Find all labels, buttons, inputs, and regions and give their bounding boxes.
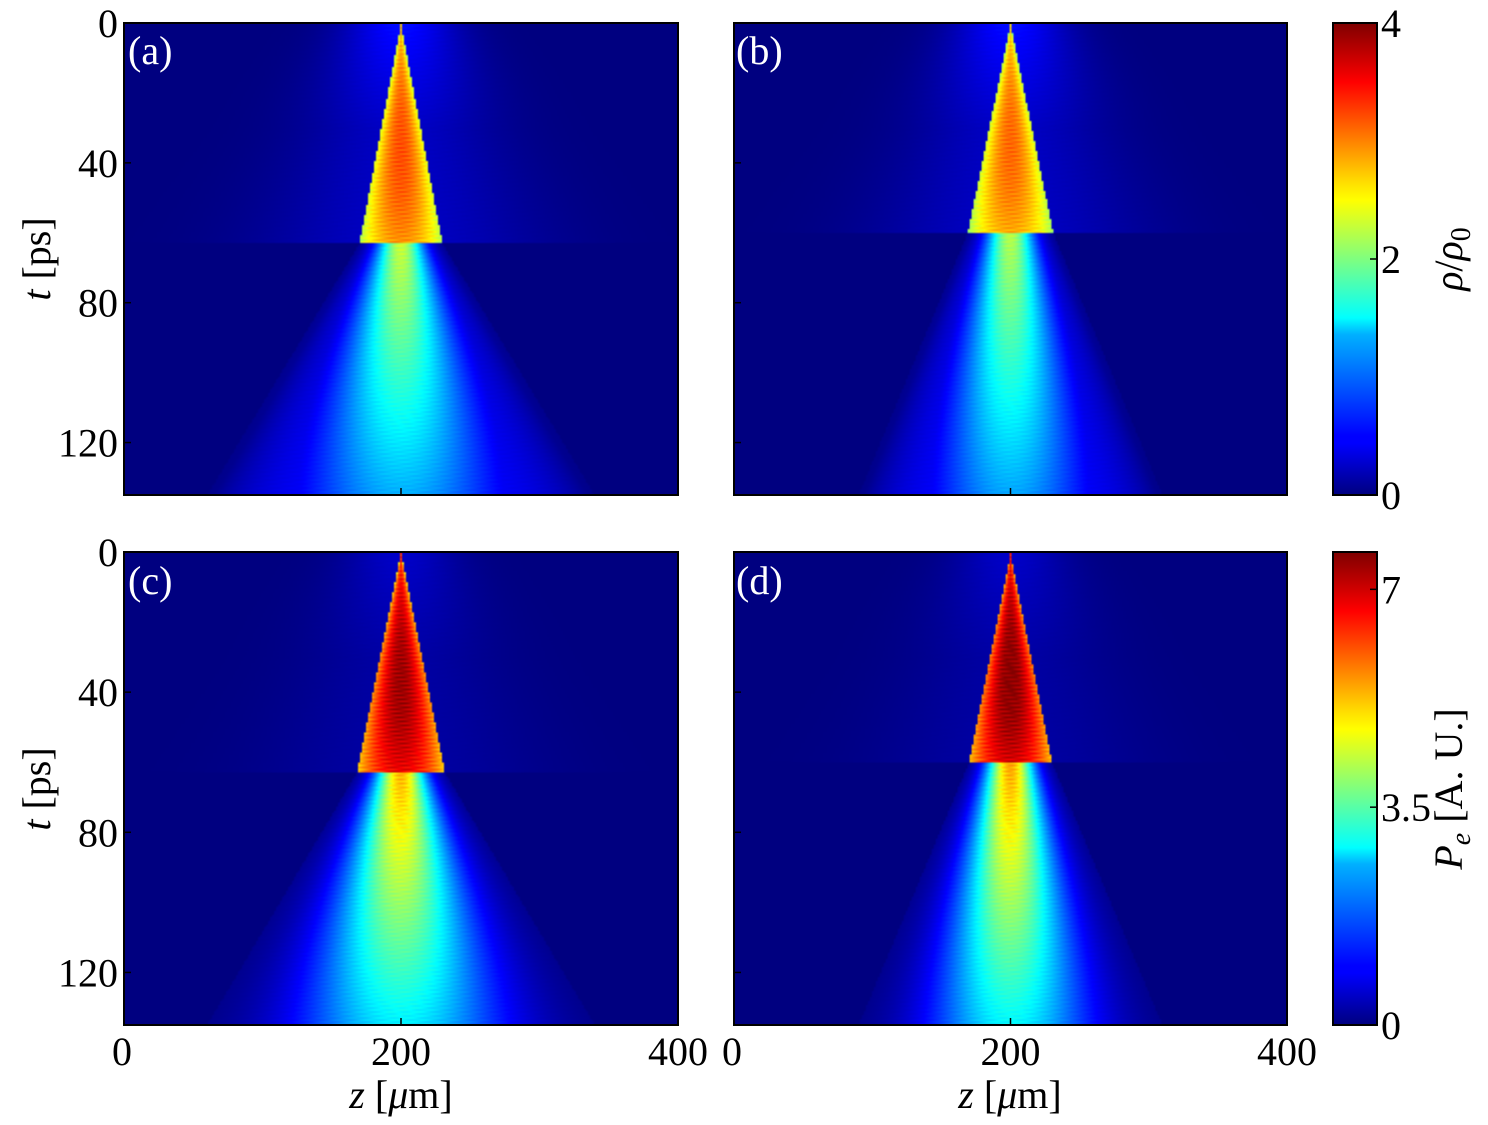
ylabel-top: t [ps]: [14, 217, 59, 300]
xtick-label: 0: [722, 1029, 742, 1074]
panel-c: 0 40 80 120 0 200 400 (c): [58, 530, 708, 1074]
panel-label-d: (d): [736, 558, 783, 603]
ticks-c: 0 40 80 120 0 200 400: [58, 530, 708, 1074]
heatmap-b: [734, 23, 1287, 495]
panel-label-c: (c): [128, 558, 172, 603]
colorbar-tick-label: 3.5: [1381, 785, 1431, 830]
ticks-d: 0 200 400: [722, 551, 1317, 1074]
colorbar-density-ticks: 4 2 0: [1370, 1, 1401, 518]
colorbar-tick-label: 0: [1381, 473, 1401, 518]
panel-label-a: (a): [128, 28, 172, 73]
ytick-label: 40: [78, 141, 118, 186]
ytick-label: 40: [78, 670, 118, 715]
ytick-label: 0: [98, 1, 118, 46]
colorbar-density: 4 2 0 ρ/ρ0: [1332, 1, 1477, 518]
ytick-label: 80: [78, 810, 118, 855]
xtick-label: 400: [648, 1029, 708, 1074]
ytick-label: 120: [58, 421, 118, 466]
colorbar-tick-label: 4: [1381, 1, 1401, 46]
xlabel-left: z [μm]: [348, 1072, 452, 1117]
colorbar-pressure-label: Pe [A. U.]: [1426, 708, 1477, 870]
colorbar-tick-label: 2: [1381, 237, 1401, 282]
xtick-label: 200: [371, 1029, 431, 1074]
colorbar-tick-label: 0: [1381, 1003, 1401, 1048]
heatmap-c: [124, 552, 678, 1025]
panel-b: (b): [733, 22, 1288, 496]
panel-d: 0 200 400 (d): [722, 551, 1317, 1074]
colorbar-pressure-bar: [1332, 551, 1378, 1026]
panel-a: 0 40 80 120 (a): [58, 1, 679, 496]
ylabel-bottom: t [ps]: [14, 747, 59, 830]
colorbar-density-label: ρ/ρ0: [1426, 227, 1477, 293]
ticks-b: [733, 22, 1288, 495]
xtick-label: 400: [1257, 1029, 1317, 1074]
panel-label-b: (b): [736, 28, 783, 73]
ytick-label: 80: [78, 281, 118, 326]
colorbar-density-bar: [1332, 22, 1378, 496]
ticks-a: 0 40 80 120: [58, 1, 679, 495]
xtick-label: 0: [112, 1029, 132, 1074]
heatmap-a: [124, 23, 678, 495]
colorbar-pressure: 73.50 Pe [A. U.]: [1332, 551, 1477, 1048]
ytick-label: 120: [58, 950, 118, 995]
ytick-label: 0: [98, 530, 118, 575]
colorbar-tick-label: 7: [1381, 567, 1401, 612]
xtick-label: 200: [981, 1029, 1041, 1074]
xlabel-right: z [μm]: [957, 1072, 1061, 1117]
heatmap-d: [734, 552, 1287, 1025]
colorbar-pressure-ticks: 73.50: [1370, 567, 1431, 1048]
